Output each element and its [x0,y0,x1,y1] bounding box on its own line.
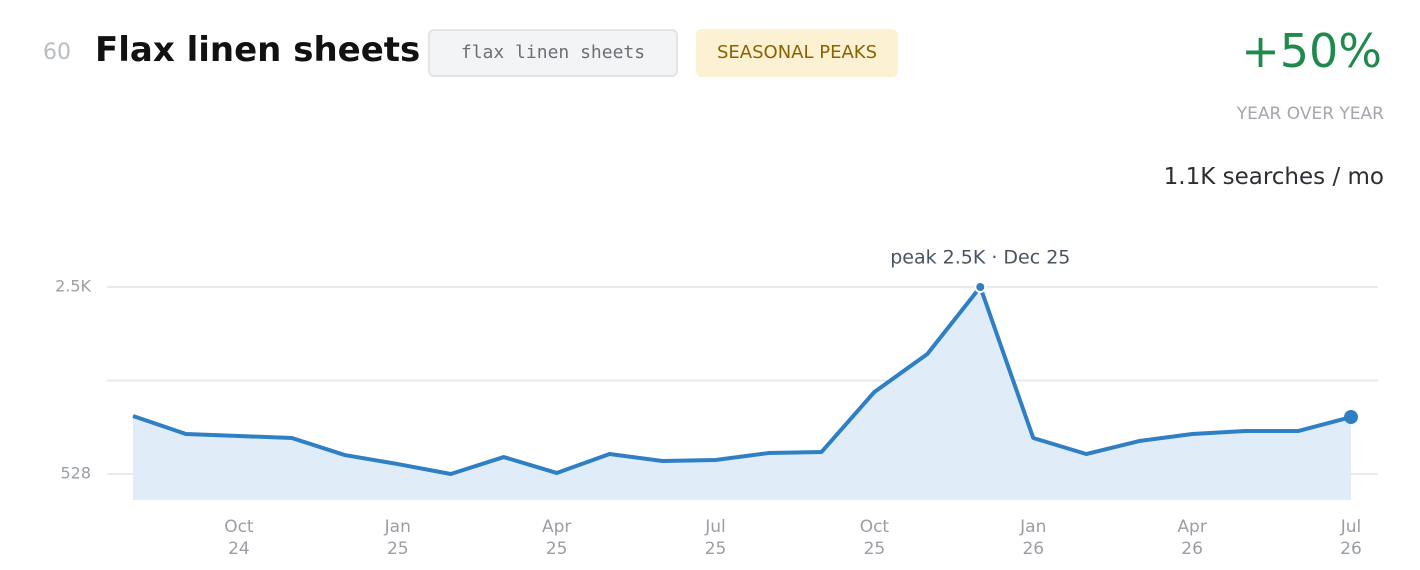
area [133,287,1351,500]
x-tick-label: Apr [542,517,571,537]
x-tick-label: Jul [1340,517,1362,537]
x-tick-label: 26 [1181,539,1203,559]
y-tick-label: 528 [60,464,91,483]
x-tick-label: Oct [224,517,254,537]
change-label: YEAR OVER YEAR [1236,104,1384,124]
x-tick-label: Apr [1177,517,1206,537]
peak-point [974,281,987,293]
badge: SEASONAL PEAKS [696,29,898,77]
last-point [1344,410,1358,425]
x-tick-label: 25 [705,539,727,559]
x-tick-label: 24 [228,539,250,559]
title: Flax linen sheets [95,30,421,70]
keyword-chip[interactable]: flax linen sheets [428,29,678,77]
volume: 1.1K searches / mo [1163,164,1384,190]
x-tick-label: Jul [704,517,726,537]
x-tick-label: 25 [546,539,568,559]
x-tick-label: 25 [387,539,409,559]
y-tick-label: 2.5K [55,277,91,296]
annotation: peak 2.5K · Dec 25 [890,247,1070,269]
rank: 60 [43,40,71,65]
x-tick-label: 26 [1022,539,1044,559]
x-tick-label: Jan [384,517,411,537]
x-tick-label: Oct [860,517,890,537]
x-tick-label: Jan [1019,517,1046,537]
x-tick-label: 26 [1340,539,1362,559]
x-tick-label: 25 [864,539,886,559]
line [132,285,1352,477]
change: +50% [1241,24,1382,78]
